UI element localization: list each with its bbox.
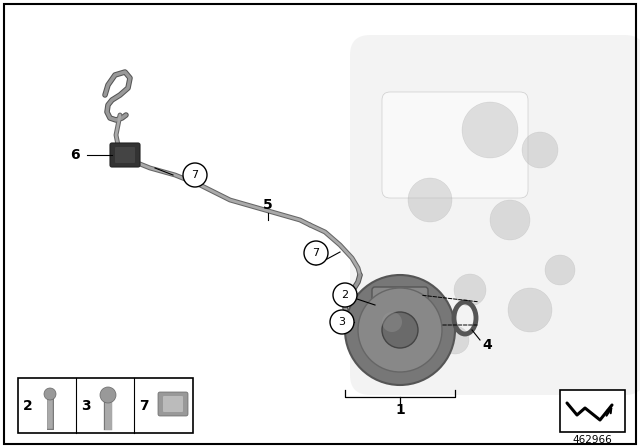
Text: 462966: 462966 (572, 435, 612, 445)
Circle shape (100, 387, 116, 403)
Circle shape (304, 241, 328, 265)
Text: 3: 3 (81, 399, 91, 413)
Text: 5: 5 (263, 198, 273, 212)
Circle shape (441, 326, 469, 354)
Circle shape (183, 163, 207, 187)
Circle shape (490, 200, 530, 240)
Circle shape (333, 283, 357, 307)
Circle shape (408, 178, 452, 222)
FancyBboxPatch shape (158, 392, 188, 416)
Bar (18, 378, 193, 433)
Circle shape (382, 312, 418, 348)
Circle shape (44, 388, 56, 400)
FancyBboxPatch shape (163, 396, 183, 412)
Circle shape (454, 274, 486, 306)
Circle shape (382, 312, 402, 332)
Text: 2: 2 (341, 290, 349, 300)
Text: 1: 1 (395, 403, 405, 417)
Circle shape (522, 132, 558, 168)
Circle shape (330, 310, 354, 334)
Text: 2: 2 (23, 399, 33, 413)
Text: 7: 7 (312, 248, 319, 258)
Text: 7: 7 (139, 399, 149, 413)
FancyBboxPatch shape (350, 35, 640, 395)
Text: 3: 3 (339, 317, 346, 327)
Text: 7: 7 (191, 170, 198, 180)
Circle shape (345, 275, 455, 385)
Text: 4: 4 (482, 338, 492, 352)
Text: 6: 6 (70, 148, 80, 162)
FancyBboxPatch shape (372, 287, 428, 328)
Bar (560, 390, 625, 432)
Circle shape (545, 255, 575, 285)
FancyBboxPatch shape (115, 147, 135, 163)
Circle shape (508, 288, 552, 332)
Circle shape (462, 102, 518, 158)
Circle shape (358, 288, 442, 372)
FancyBboxPatch shape (110, 143, 140, 167)
FancyBboxPatch shape (382, 92, 528, 198)
